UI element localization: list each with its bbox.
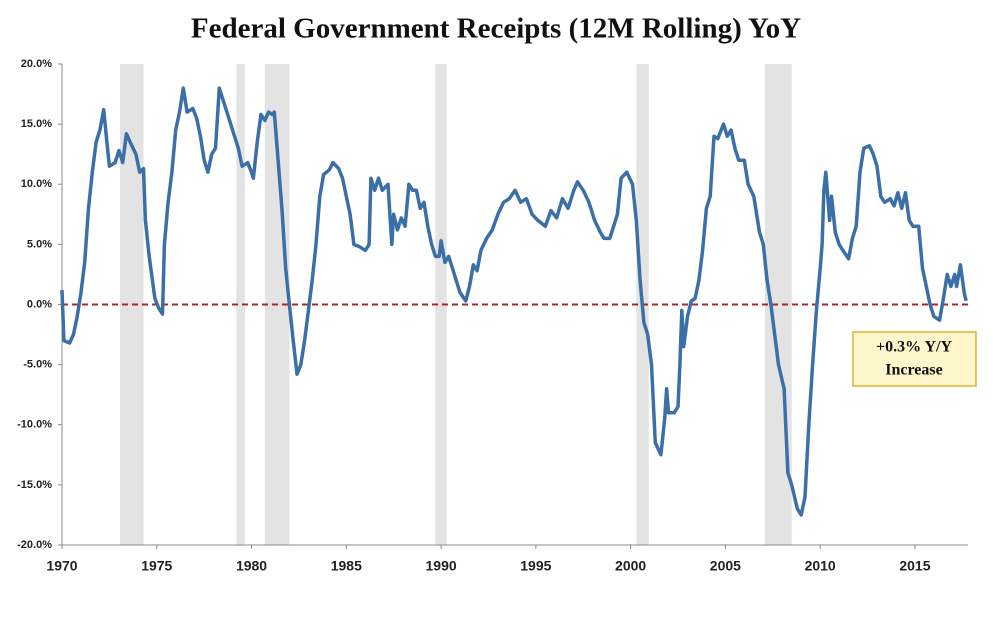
y-tick-label: -15.0% (17, 479, 52, 491)
y-tick-label: 10.0% (21, 178, 52, 190)
x-tick-label: 1975 (141, 558, 172, 574)
x-tick-label: 2005 (710, 558, 741, 574)
x-tick-label: 1970 (46, 558, 77, 574)
y-tick-label: 0.0% (27, 298, 52, 310)
data-line (60, 86, 968, 517)
y-tick-label: 5.0% (27, 238, 52, 250)
recession-band (435, 64, 447, 545)
y-tick-label: 15.0% (21, 118, 52, 130)
recession-band (119, 64, 144, 545)
y-tick-label: -5.0% (23, 359, 52, 371)
x-tick-label: 1990 (426, 558, 457, 574)
annotation-text: +0.3% Y/Y (876, 339, 953, 356)
annotation-text: Increase (885, 362, 942, 379)
recession-band (236, 64, 245, 545)
y-tick-label: 20.0% (21, 58, 52, 70)
x-tick-label: 1995 (520, 558, 551, 574)
x-tick-label: 1980 (236, 558, 267, 574)
y-tick-label: -10.0% (17, 419, 52, 431)
x-tick-label: 2015 (899, 558, 930, 574)
x-tick-label: 2000 (615, 558, 646, 574)
y-tick-label: -20.0% (17, 539, 52, 551)
x-tick-label: 1985 (331, 558, 362, 574)
chart-title: Federal Government Receipts (12M Rolling… (191, 13, 801, 45)
x-tick-label: 2010 (805, 558, 836, 574)
annotation-box (852, 331, 977, 387)
